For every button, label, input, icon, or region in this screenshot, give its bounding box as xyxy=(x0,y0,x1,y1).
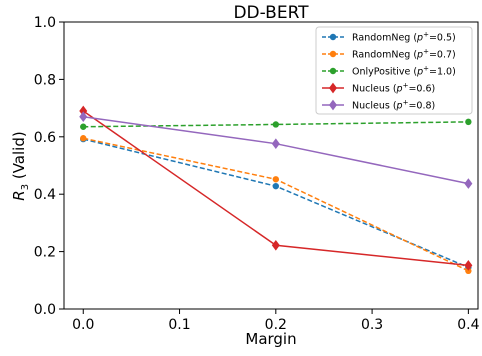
legend-label: RandomNeg (p+=0.7) xyxy=(352,48,456,61)
y-tick-label: 0.2 xyxy=(34,245,56,261)
legend-item: RandomNeg (p+=0.5) xyxy=(322,31,456,44)
legend-box xyxy=(315,26,473,115)
data-point xyxy=(272,182,280,190)
y-tick-label: 0.8 xyxy=(34,72,56,88)
data-point xyxy=(80,135,87,142)
x-axis-label: Margin xyxy=(245,330,296,348)
series-3 xyxy=(79,105,473,271)
data-point xyxy=(465,267,472,275)
data-point xyxy=(272,176,280,183)
legend-label: RandomNeg (p+=0.5) xyxy=(352,31,456,44)
legend-swatch-marker xyxy=(329,50,337,58)
legend-label: OnlyPositive (p+=1.0) xyxy=(352,65,456,78)
legend-item: Nucleus (p+=0.6) xyxy=(322,82,435,95)
data-point xyxy=(79,111,88,123)
data-point xyxy=(465,118,472,126)
data-point xyxy=(80,123,87,130)
series-4 xyxy=(79,111,473,189)
legend: RandomNeg (p+=0.5) RandomNeg (p+=0.7) Only… xyxy=(315,26,473,115)
legend-item: Nucleus (p+=0.8) xyxy=(322,99,435,112)
x-tick-label: 0.4 xyxy=(457,317,479,333)
data-point xyxy=(271,239,280,251)
x-tick-label: 0.2 xyxy=(265,317,287,333)
y-tick-label: 0.6 xyxy=(34,130,56,146)
series-1 xyxy=(80,135,472,275)
x-tick-label: 0.1 xyxy=(168,317,190,333)
legend-label: Nucleus (p+=0.6) xyxy=(352,82,435,95)
data-point xyxy=(464,260,473,271)
y-axis: 0.0 0.2 0.4 0.6 0.8 1.0 xyxy=(34,15,64,318)
legend-swatch-marker xyxy=(329,82,337,94)
legend-item: RandomNeg (p+=0.7) xyxy=(322,48,456,61)
y-tick-label: 1.0 xyxy=(34,15,56,31)
y-axis-label: R3 (Valid) xyxy=(10,131,31,200)
y-tick-label: 0.4 xyxy=(34,187,56,203)
data-point xyxy=(464,178,473,189)
data-point xyxy=(271,138,280,150)
x-tick-label: 0.3 xyxy=(361,317,383,333)
data-point xyxy=(272,121,280,128)
y-tick-label: 0.0 xyxy=(34,302,56,318)
legend-item: OnlyPositive (p+=1.0) xyxy=(322,65,456,78)
series-group xyxy=(79,105,473,275)
legend-label: Nucleus (p+=0.8) xyxy=(352,99,435,112)
legend-swatch-marker xyxy=(329,99,337,111)
x-tick-label: 0.0 xyxy=(72,317,94,333)
legend-swatch-marker xyxy=(329,33,337,41)
x-axis: 0.0 0.1 0.2 0.3 0.4 xyxy=(72,309,480,333)
legend-swatch-marker xyxy=(329,67,337,75)
chart-title: DD-BERT xyxy=(233,3,309,23)
plot-frame xyxy=(63,21,479,310)
